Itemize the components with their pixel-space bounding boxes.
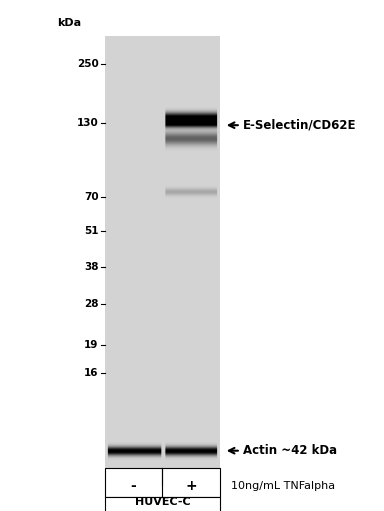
Text: kDa: kDa — [57, 18, 81, 28]
Text: -: - — [131, 479, 136, 494]
Text: HUVEC-C: HUVEC-C — [135, 497, 190, 507]
Text: 130: 130 — [77, 118, 99, 128]
Text: 16: 16 — [84, 368, 99, 378]
Text: 28: 28 — [84, 299, 99, 309]
Text: 51: 51 — [84, 226, 99, 236]
Text: 70: 70 — [84, 192, 99, 202]
Bar — [105, 468, 220, 497]
Text: 10ng/mL TNFalpha: 10ng/mL TNFalpha — [231, 481, 336, 492]
Text: +: + — [185, 479, 197, 494]
Text: 250: 250 — [77, 59, 99, 69]
Text: 19: 19 — [84, 340, 99, 350]
Text: E-Selectin/CD62E: E-Selectin/CD62E — [243, 119, 356, 132]
Text: 38: 38 — [84, 262, 99, 272]
Bar — [105, 497, 220, 511]
Text: Actin ~42 kDa: Actin ~42 kDa — [243, 444, 337, 457]
